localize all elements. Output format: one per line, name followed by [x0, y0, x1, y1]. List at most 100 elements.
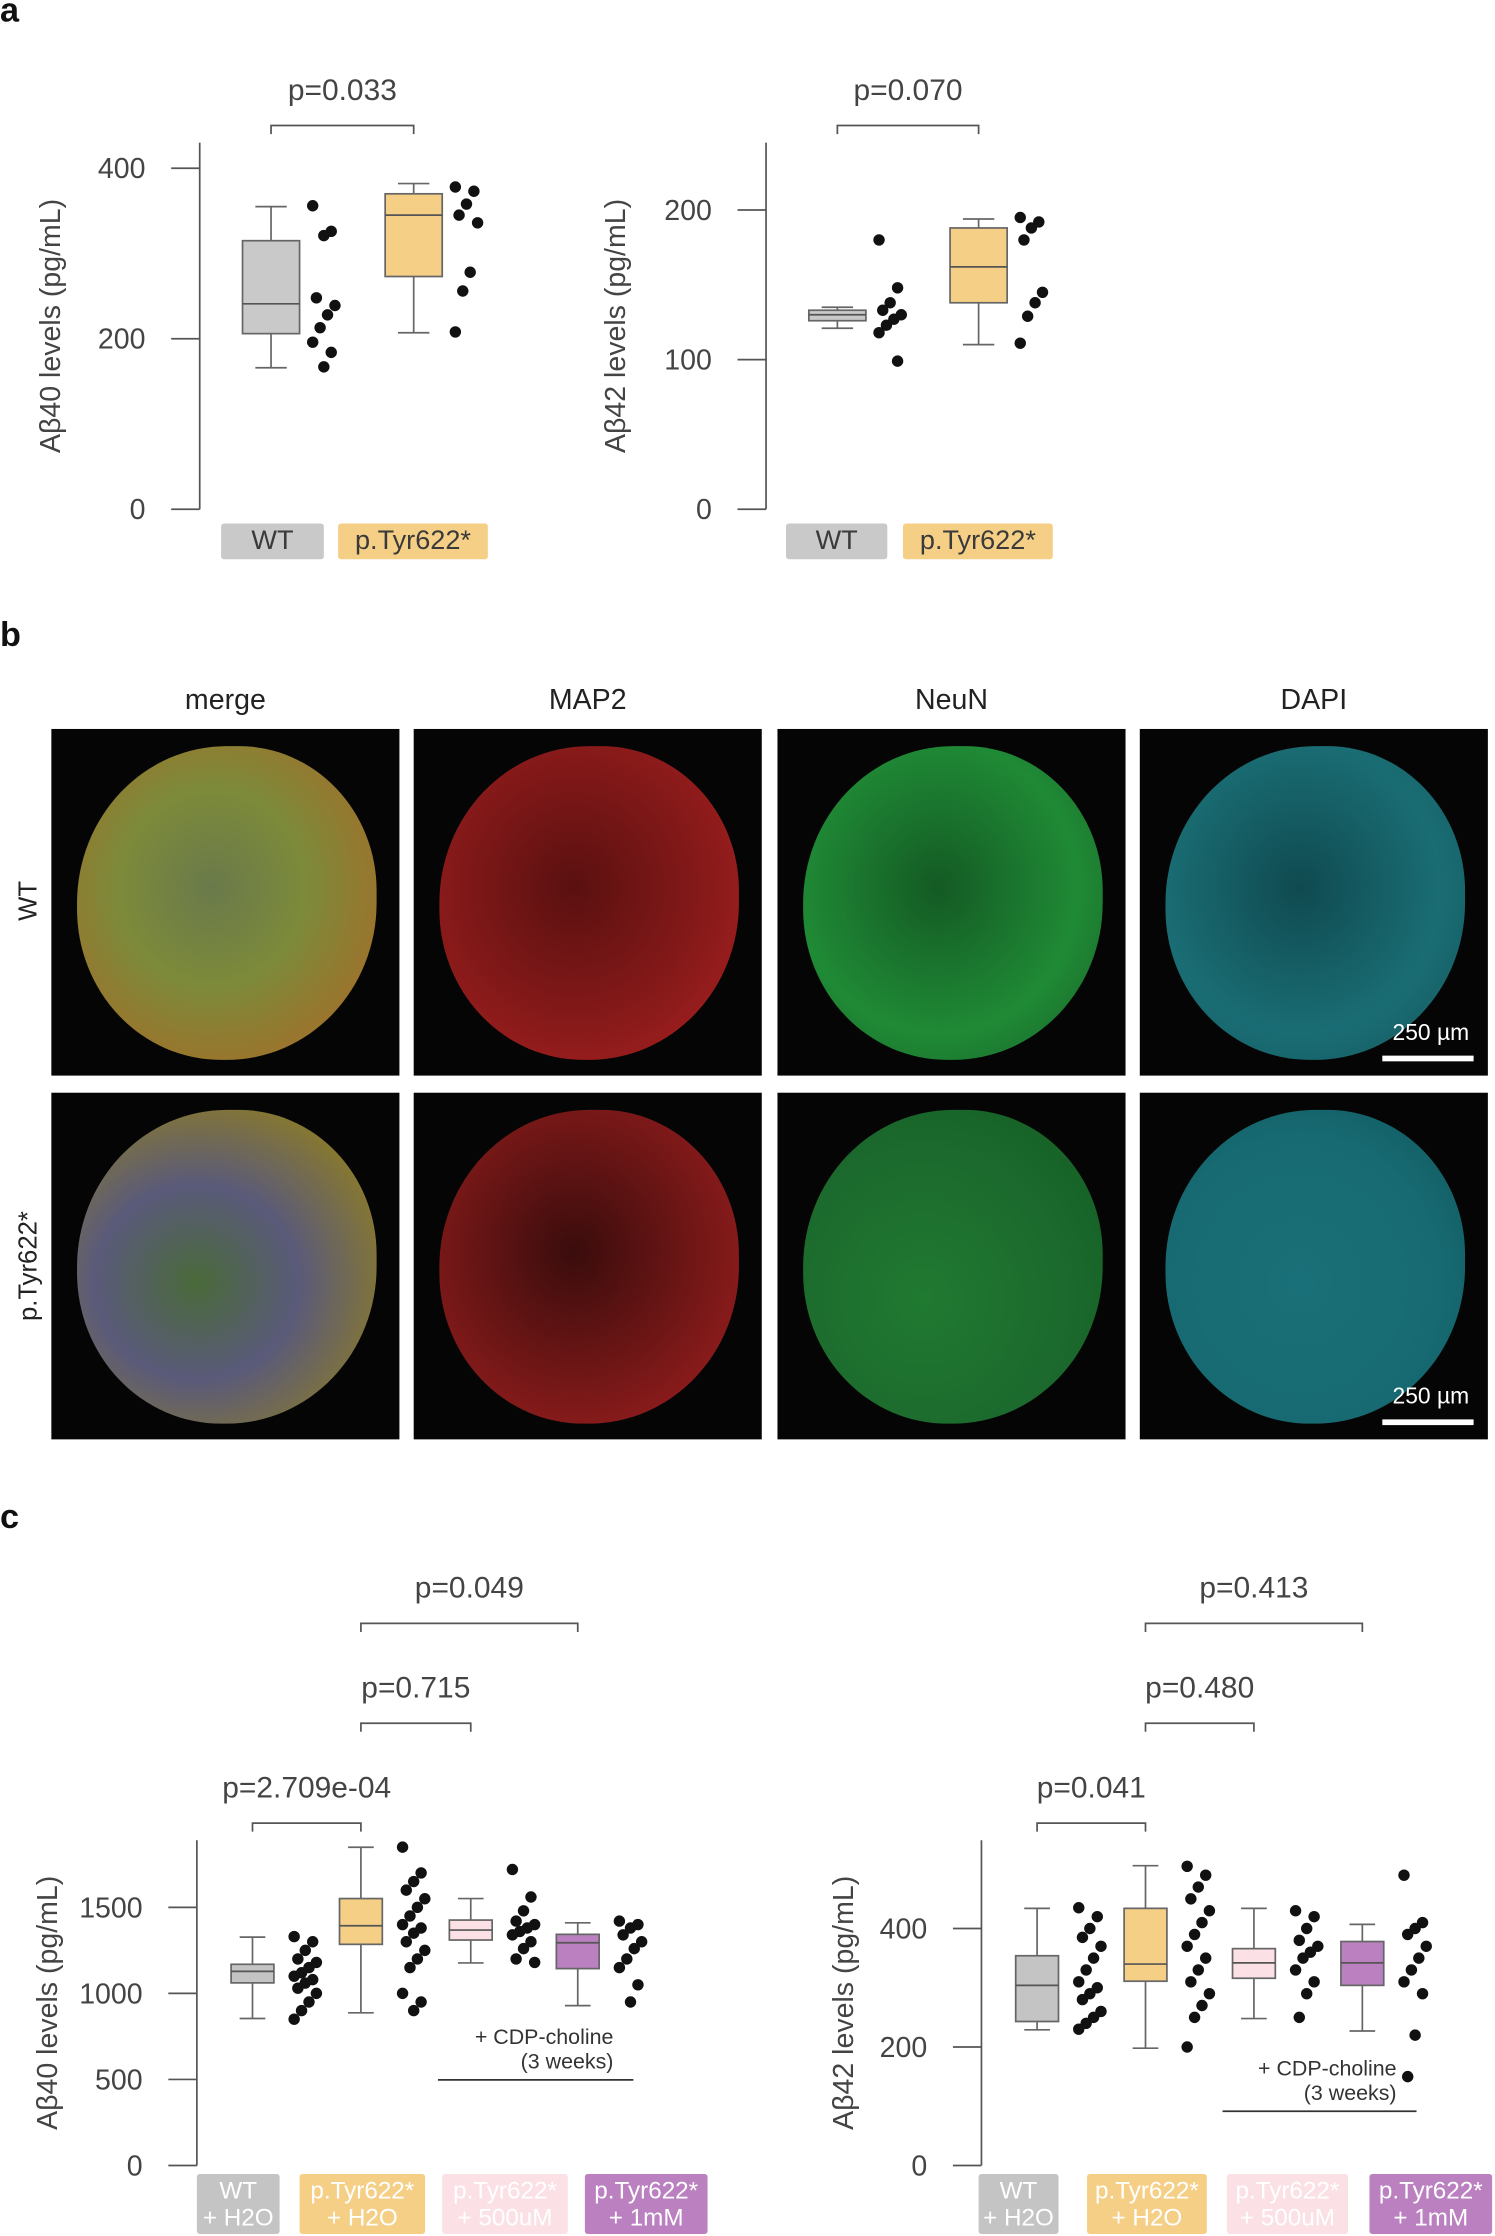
- category-label: p.Tyr622* + H2O: [1087, 2174, 1207, 2234]
- data-point: [1401, 1928, 1414, 1941]
- box: [384, 192, 444, 278]
- data-point: [1181, 1940, 1193, 1952]
- data-point: [1036, 286, 1049, 298]
- data-point: [632, 1979, 644, 1991]
- data-point: [628, 1942, 640, 1955]
- data-point: [1192, 1964, 1204, 1976]
- data-point: [471, 217, 484, 229]
- data-point: [460, 198, 473, 210]
- y-tick-label: 200: [880, 2032, 928, 2064]
- data-point: [510, 1915, 522, 1927]
- data-point: [396, 1918, 409, 1931]
- data-point: [528, 1956, 541, 1969]
- data-point: [624, 1996, 637, 2008]
- data-point: [1409, 2029, 1421, 2041]
- data-point: [1076, 1993, 1089, 2006]
- comparison-bracket: [1036, 1822, 1147, 1832]
- data-point: [525, 1891, 537, 1903]
- data-point: [510, 1953, 522, 1965]
- y-tick-label: 100: [664, 345, 712, 377]
- data-point: [891, 282, 904, 294]
- y-axis-label: Aβ42 levels (pg/mL): [600, 199, 632, 453]
- data-point: [1416, 1987, 1429, 2000]
- data-point: [407, 1927, 420, 1939]
- data-point: [306, 200, 319, 212]
- comparison-bracket: [836, 124, 980, 135]
- data-point: [1181, 1860, 1193, 1872]
- data-point: [613, 1915, 626, 1927]
- category-label: WT + H2O: [196, 2174, 280, 2234]
- data-point: [1199, 1952, 1212, 1964]
- data-point: [329, 299, 341, 312]
- p-value: p=0.715: [361, 1672, 470, 1705]
- p-value: p=0.070: [853, 74, 962, 107]
- data-point: [517, 1905, 530, 1917]
- p-value: p=0.480: [1145, 1672, 1254, 1705]
- data-point: [1203, 1905, 1216, 1917]
- data-point: [419, 1893, 431, 1905]
- data-point: [517, 1942, 530, 1955]
- data-point: [292, 1953, 304, 1965]
- micrograph: [51, 728, 400, 1076]
- data-point: [321, 309, 334, 321]
- micrograph: 250 µm: [1139, 1092, 1488, 1440]
- annotation: + CDP-choline (3 weeks): [1257, 2057, 1397, 2106]
- data-point: [411, 1901, 424, 1914]
- data-point: [288, 1930, 300, 1943]
- data-point: [1192, 1881, 1204, 1893]
- data-point: [1405, 1964, 1418, 1976]
- micrograph: [413, 728, 762, 1076]
- data-point: [310, 292, 323, 304]
- micrograph: [51, 1092, 400, 1440]
- column-header: merge: [184, 684, 266, 717]
- data-point: [1420, 1940, 1432, 1952]
- data-point: [299, 1944, 311, 1957]
- data-point: [506, 1863, 519, 1876]
- data-point: [1401, 2070, 1414, 2083]
- data-point: [404, 1910, 416, 1922]
- data-point: [1300, 1987, 1313, 2000]
- y-axis-label: Aβ40 levels (pg/mL): [32, 1876, 64, 2130]
- data-point: [288, 1970, 300, 1982]
- data-point: [884, 297, 896, 309]
- y-tick-label: 1500: [79, 1892, 142, 1924]
- column-header: MAP2: [548, 684, 627, 717]
- scale-bar: [1382, 1419, 1474, 1426]
- y-tick-label: 200: [98, 324, 146, 356]
- data-point: [415, 1996, 427, 2008]
- data-point: [1196, 1916, 1208, 1929]
- category-label: WT: [221, 523, 324, 560]
- data-point: [1073, 1902, 1085, 1914]
- data-point: [1029, 297, 1041, 309]
- data-point: [1199, 1869, 1212, 1881]
- data-point: [1073, 1976, 1085, 1988]
- data-point: [1091, 1910, 1103, 1923]
- data-point: [306, 336, 319, 348]
- y-axis-label: Aβ40 levels (pg/mL): [35, 199, 67, 453]
- category-label: p.Tyr622* + 1mM: [584, 2174, 708, 2234]
- category-label: WT: [786, 523, 888, 560]
- data-point: [1398, 1869, 1410, 1881]
- data-point: [891, 355, 904, 367]
- data-point: [295, 2004, 308, 2017]
- annotation: + CDP-choline (3 weeks): [474, 2025, 614, 2075]
- data-point: [1398, 1976, 1410, 1988]
- p-value: p=0.413: [1199, 1572, 1308, 1605]
- data-point: [1289, 1905, 1302, 1917]
- box: [241, 239, 301, 335]
- category-label: p.Tyr622* + 500uM: [1226, 2174, 1349, 2234]
- data-point: [415, 1867, 427, 1879]
- box: [338, 1897, 384, 1946]
- data-point: [449, 326, 462, 338]
- data-point: [1289, 1964, 1302, 1976]
- data-point: [1025, 222, 1038, 234]
- panel-label: b: [0, 616, 21, 655]
- data-point: [1014, 211, 1026, 224]
- data-point: [1196, 1999, 1208, 2012]
- data-point: [318, 361, 330, 373]
- data-point: [411, 1953, 424, 1965]
- data-point: [468, 185, 480, 197]
- data-point: [1413, 1952, 1425, 1964]
